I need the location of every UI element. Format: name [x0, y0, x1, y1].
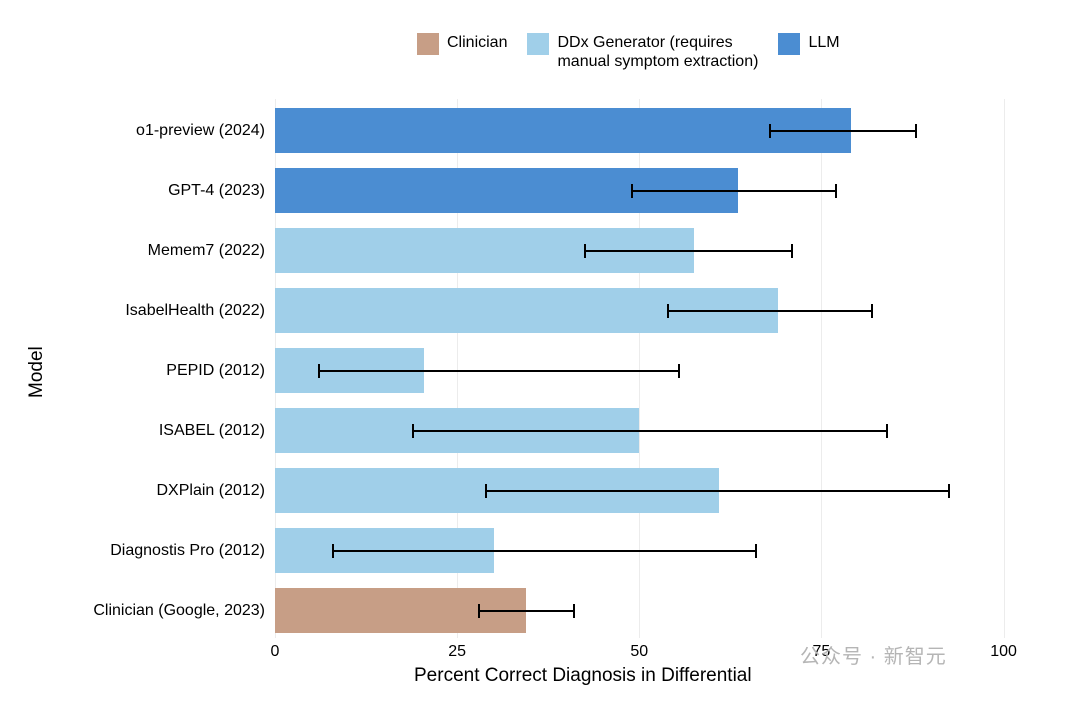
y-tick-label: Diagnostis Pro (2012) — [110, 542, 265, 560]
errorbar-span — [319, 370, 680, 372]
legend-label: DDx Generator (requires manual symptom e… — [557, 33, 758, 71]
errorbar-span — [413, 430, 887, 432]
y-tick-label: Clinician (Google, 2023) — [93, 602, 265, 620]
legend-label: Clinician — [447, 33, 507, 52]
legend-item: DDx Generator (requires manual symptom e… — [527, 33, 758, 71]
legend-swatch — [778, 33, 800, 55]
errorbar-cap — [791, 244, 793, 258]
y-tick-label: o1-preview (2024) — [136, 122, 265, 140]
x-tick-label: 100 — [990, 643, 1017, 661]
legend: Clinician DDx Generator (requires manual … — [417, 33, 840, 71]
errorbar-cap — [485, 484, 487, 498]
bar — [275, 108, 851, 153]
errorbar-cap — [871, 304, 873, 318]
legend-label: LLM — [808, 33, 839, 52]
y-tick-label: PEPID (2012) — [166, 362, 265, 380]
y-tick-label: ISABEL (2012) — [159, 422, 265, 440]
errorbar-span — [486, 490, 949, 492]
legend-swatch — [527, 33, 549, 55]
errorbar-cap — [478, 604, 480, 618]
errorbar-span — [333, 550, 756, 552]
errorbar-cap — [318, 364, 320, 378]
gridline — [1004, 99, 1005, 638]
errorbar-span — [770, 130, 916, 132]
errorbar-cap — [667, 304, 669, 318]
errorbar-cap — [573, 604, 575, 618]
errorbar-cap — [584, 244, 586, 258]
x-tick-label: 0 — [271, 643, 280, 661]
errorbar-cap — [631, 184, 633, 198]
errorbar-span — [632, 190, 836, 192]
legend-swatch — [417, 33, 439, 55]
errorbar-cap — [332, 544, 334, 558]
watermark-text: 公众号 · 新智元 — [800, 640, 947, 669]
legend-item: Clinician — [417, 33, 507, 55]
y-tick-label: Memem7 (2022) — [148, 242, 265, 260]
x-tick-label: 25 — [448, 643, 466, 661]
errorbar-cap — [678, 364, 680, 378]
plot-area — [275, 99, 1040, 638]
errorbar-cap — [755, 544, 757, 558]
errorbar-cap — [886, 424, 888, 438]
errorbar-cap — [835, 184, 837, 198]
y-tick-label: DXPlain (2012) — [157, 482, 266, 500]
errorbar-span — [668, 310, 872, 312]
errorbar-cap — [769, 124, 771, 138]
y-tick-label: IsabelHealth (2022) — [125, 302, 265, 320]
errorbar-span — [479, 610, 574, 612]
legend-item: LLM — [778, 33, 839, 55]
errorbar-span — [585, 250, 793, 252]
diagnosis-bar-chart: Clinician DDx Generator (requires manual … — [0, 0, 1080, 707]
y-axis-title: Model — [26, 346, 48, 398]
errorbar-cap — [412, 424, 414, 438]
errorbar-cap — [948, 484, 950, 498]
y-tick-label: GPT-4 (2023) — [168, 182, 265, 200]
gridline — [821, 99, 822, 638]
x-tick-label: 50 — [630, 643, 648, 661]
errorbar-cap — [915, 124, 917, 138]
x-axis-title: Percent Correct Diagnosis in Differentia… — [414, 665, 752, 687]
